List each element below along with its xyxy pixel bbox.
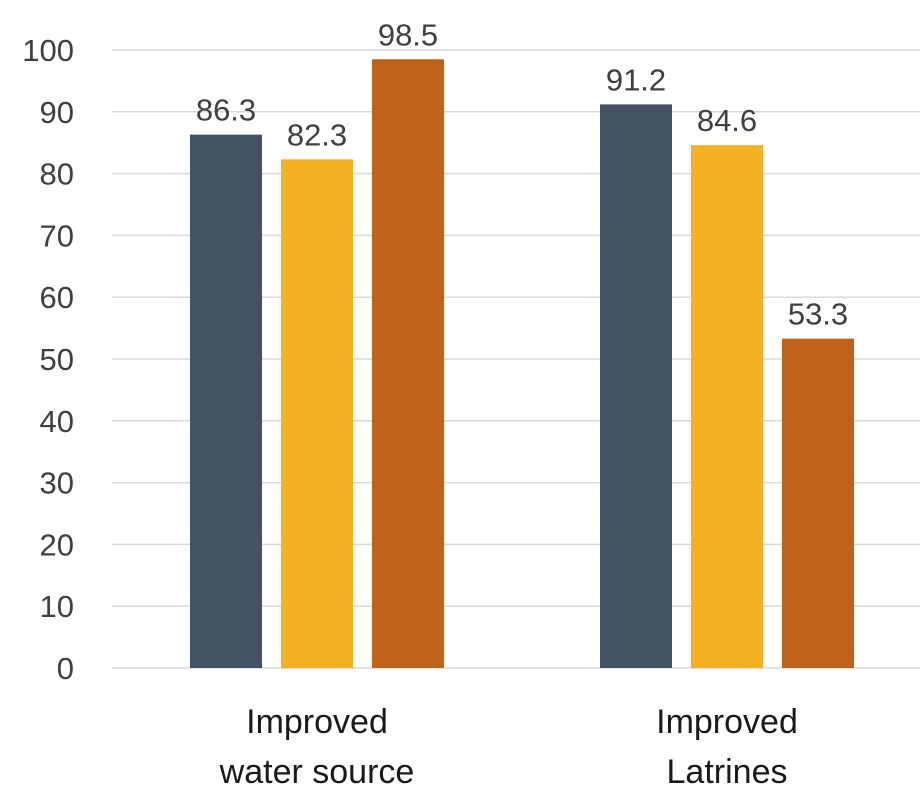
y-tick-label: 70 [40,218,74,253]
bar-category-0-series-0 [190,134,262,668]
data-label: 98.5 [378,17,438,52]
data-labels: 86.3 82.3 98.5 91.2 84.6 53.3 [196,17,848,331]
category-label: water source [219,753,415,791]
y-tick-label: 0 [57,651,74,686]
y-tick-label: 50 [40,342,74,377]
y-tick-label: 90 [40,95,74,130]
bars [190,59,854,669]
y-tick-label: 80 [40,157,74,192]
category-label: Improved [656,703,798,741]
y-tick-label: 40 [40,404,74,439]
bar-category-0-series-2 [372,59,444,668]
data-label: 84.6 [697,103,757,138]
bar-category-1-series-0 [600,104,672,668]
data-label: 86.3 [196,93,256,128]
category-labels: Improved water source Improved Latrines [219,703,798,791]
data-label: 82.3 [287,117,347,152]
category-label: Improved [246,703,388,741]
data-label: 53.3 [788,297,848,332]
y-tick-label: 100 [22,33,74,68]
bar-category-1-series-2 [782,338,854,668]
y-axis-tick-labels: 0 10 20 30 40 50 60 70 80 90 100 [22,33,74,686]
y-tick-label: 30 [40,466,74,501]
y-tick-label: 60 [40,280,74,315]
bar-category-0-series-1 [281,159,353,669]
bar-category-1-series-1 [691,145,763,668]
y-tick-label: 20 [40,527,74,562]
y-tick-label: 10 [40,589,74,624]
data-label: 91.2 [606,62,666,97]
category-label: Latrines [667,753,788,791]
